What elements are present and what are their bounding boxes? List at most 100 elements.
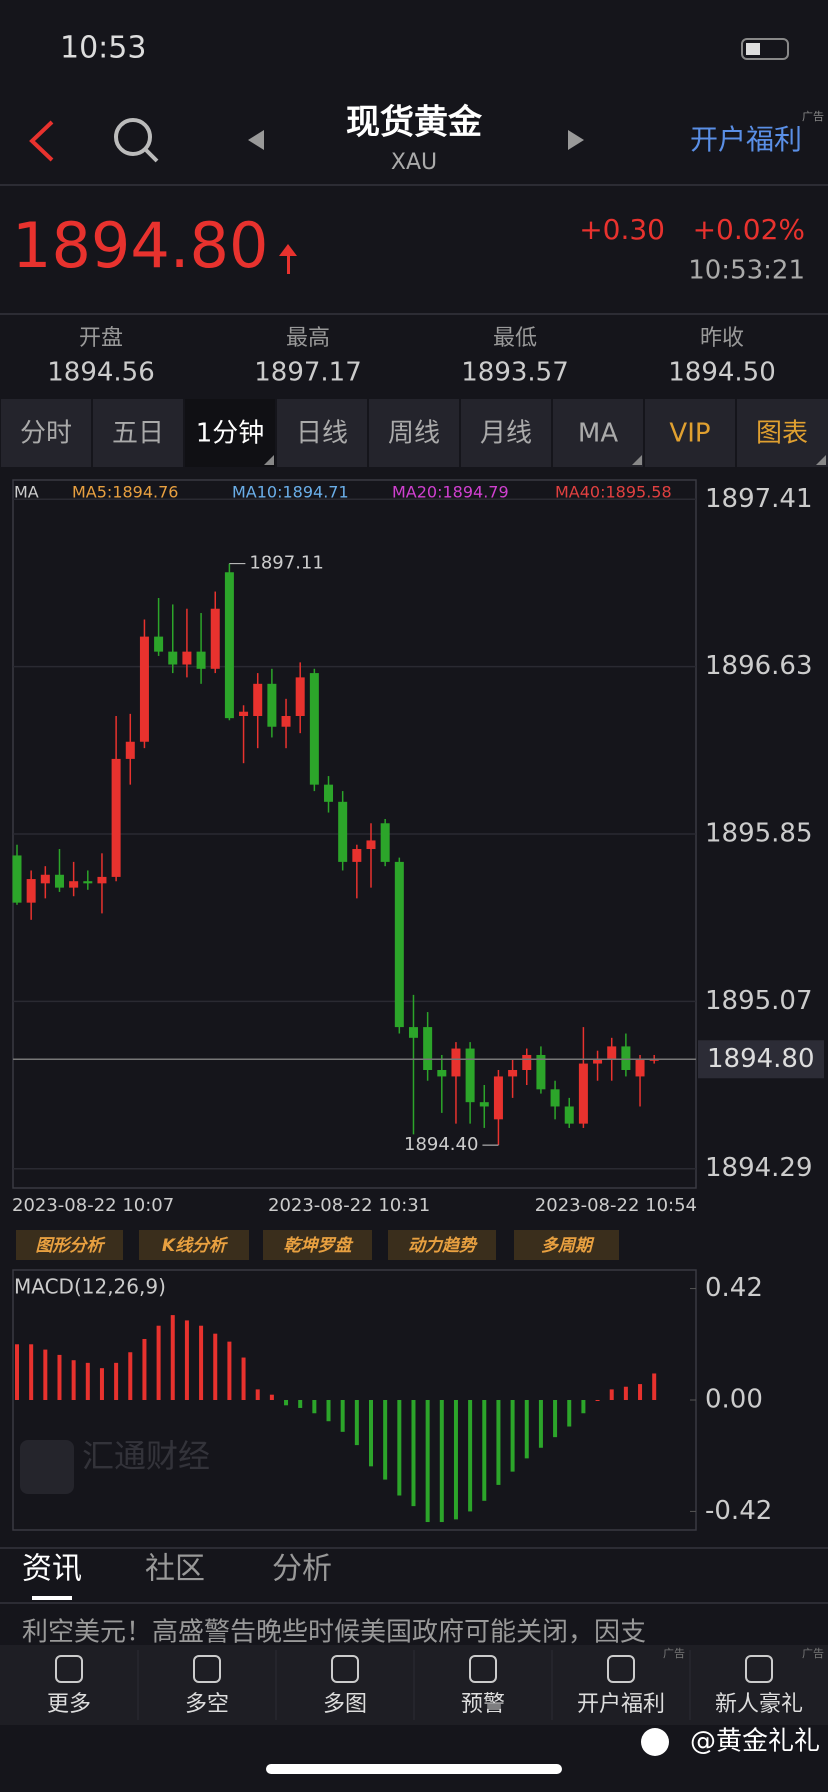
macd-bar bbox=[439, 1400, 444, 1523]
macd-bar bbox=[269, 1394, 274, 1400]
tool-label[interactable]: 图形分析 bbox=[36, 1236, 107, 1256]
bottom-label[interactable]: 开户福利 bbox=[577, 1692, 665, 1717]
candle-body bbox=[408, 1027, 418, 1038]
tool-label[interactable]: 多周期 bbox=[541, 1236, 595, 1256]
candle-body bbox=[54, 874, 64, 888]
candle-body bbox=[380, 823, 390, 862]
macd-bar bbox=[156, 1325, 161, 1400]
candle-body bbox=[267, 683, 277, 727]
candle-body bbox=[593, 1059, 603, 1064]
legend-entry: MA20:1894.79 bbox=[392, 483, 509, 502]
candle-body bbox=[635, 1059, 645, 1077]
stat-label: 最高 bbox=[286, 326, 330, 351]
macd-bar bbox=[241, 1357, 246, 1400]
candle-body bbox=[564, 1106, 574, 1124]
tab[interactable]: 月线 bbox=[480, 419, 532, 449]
macd-bar bbox=[383, 1400, 388, 1480]
macd-bar bbox=[43, 1349, 48, 1400]
status-time: 10:53 bbox=[60, 31, 146, 66]
stat-value: 1893.57 bbox=[461, 358, 569, 388]
macd-bar bbox=[510, 1400, 515, 1472]
macd-bar bbox=[369, 1400, 373, 1467]
tab[interactable]: 图表 bbox=[756, 419, 808, 449]
tab[interactable]: 分时 bbox=[20, 419, 72, 449]
macd-bar bbox=[213, 1333, 218, 1400]
y-tick-label: 0.00 bbox=[705, 1385, 763, 1415]
macd-bar bbox=[538, 1400, 543, 1448]
tool-label[interactable]: K线分析 bbox=[162, 1236, 229, 1256]
macd-bar bbox=[128, 1352, 133, 1400]
annotation: 1894.40 bbox=[404, 1134, 478, 1155]
search-button[interactable] bbox=[114, 118, 152, 156]
tab[interactable]: 1分钟 bbox=[196, 419, 265, 449]
macd-bar bbox=[15, 1344, 19, 1400]
tab-bar bbox=[0, 399, 828, 467]
macd-bar bbox=[354, 1400, 359, 1446]
y-tick-label: 1897.41 bbox=[705, 484, 813, 514]
candle-body bbox=[479, 1102, 489, 1107]
macd-bar bbox=[227, 1341, 232, 1400]
candle-body bbox=[139, 636, 149, 742]
macd-bar bbox=[524, 1400, 529, 1459]
bottom-label[interactable]: 多图 bbox=[323, 1692, 367, 1717]
candle-body bbox=[437, 1070, 447, 1077]
macd-bar bbox=[482, 1400, 487, 1501]
change: +0.30 bbox=[579, 213, 665, 246]
candle-body bbox=[253, 683, 263, 716]
y-tick-label: 1896.63 bbox=[705, 651, 813, 681]
bottom-label[interactable]: 多空 bbox=[185, 1692, 229, 1717]
stat-label: 昨收 bbox=[700, 326, 744, 351]
news-tab[interactable]: 分析 bbox=[272, 1552, 332, 1587]
tab-selected bbox=[184, 399, 276, 467]
tab-corner bbox=[632, 455, 642, 465]
bottom-label[interactable]: 预警 bbox=[461, 1692, 505, 1717]
macd-bar bbox=[312, 1400, 317, 1414]
candle-body bbox=[210, 608, 220, 669]
macd-bar bbox=[411, 1400, 416, 1507]
tab[interactable]: 日线 bbox=[296, 419, 348, 449]
candle-body bbox=[607, 1046, 617, 1060]
battery-level bbox=[746, 43, 760, 55]
tool-button[interactable] bbox=[16, 1230, 123, 1260]
news-headline[interactable]: 利空美元！高盛警告晚些时候美国政府可能关闭，因支 bbox=[22, 1618, 646, 1648]
tab[interactable]: 五日 bbox=[112, 419, 164, 449]
candle-body bbox=[465, 1048, 475, 1103]
title: 现货黄金 bbox=[346, 103, 483, 143]
prev-button[interactable] bbox=[248, 130, 264, 150]
tab[interactable]: 周线 bbox=[388, 419, 440, 449]
tool-button[interactable] bbox=[139, 1230, 249, 1260]
candle-body bbox=[352, 849, 362, 862]
bottom-icon bbox=[607, 1655, 635, 1683]
bottom-icon bbox=[745, 1655, 773, 1683]
back-button[interactable] bbox=[29, 120, 54, 162]
news-tab[interactable]: 社区 bbox=[145, 1552, 205, 1587]
bottom-icon bbox=[55, 1655, 83, 1683]
next-button[interactable] bbox=[568, 130, 584, 150]
tool-button[interactable] bbox=[514, 1230, 619, 1260]
tab-underline bbox=[32, 1596, 72, 1600]
credit-icon bbox=[641, 1728, 669, 1756]
y-tick-label: 1894.29 bbox=[705, 1153, 813, 1183]
ad-tag: 广告 bbox=[802, 110, 824, 123]
tool-label[interactable]: 乾坤罗盘 bbox=[284, 1236, 355, 1256]
candle-body bbox=[154, 636, 164, 652]
tool-label[interactable]: 动力趋势 bbox=[408, 1236, 478, 1256]
macd-bar bbox=[397, 1400, 402, 1496]
candle-body bbox=[324, 784, 334, 802]
bottom-label[interactable]: 新人豪礼 bbox=[715, 1692, 803, 1717]
legend-entry: MA40:1895.58 bbox=[555, 483, 672, 502]
legend-entry: MA5:1894.76 bbox=[72, 483, 178, 502]
tool-button[interactable] bbox=[388, 1230, 496, 1260]
tab[interactable]: VIP bbox=[669, 419, 710, 449]
macd-bar bbox=[496, 1400, 501, 1485]
news-tab[interactable]: 资讯 bbox=[22, 1552, 82, 1587]
credit: @黄金礼礼 bbox=[690, 1727, 820, 1757]
candle-body bbox=[309, 673, 319, 785]
macd-title: MACD(12,26,9) bbox=[14, 1275, 166, 1299]
tool-button[interactable] bbox=[263, 1230, 372, 1260]
tab[interactable]: MA bbox=[578, 419, 618, 449]
candle-body bbox=[12, 855, 22, 903]
promo[interactable]: 开户福利 bbox=[690, 123, 802, 156]
bottom-label[interactable]: 更多 bbox=[47, 1692, 91, 1717]
